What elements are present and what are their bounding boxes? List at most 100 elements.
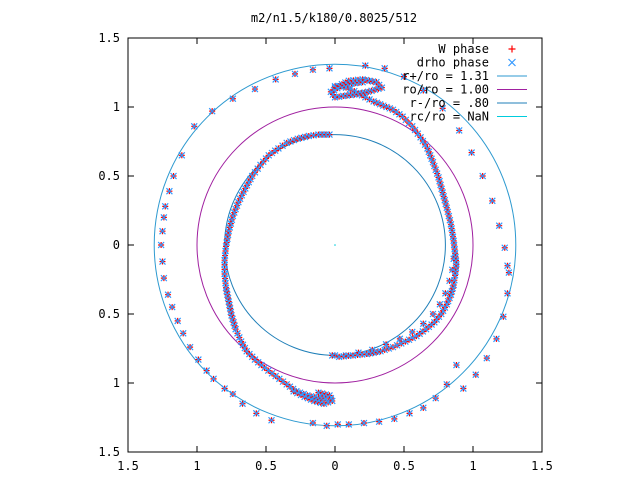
drho-phase-point bbox=[286, 138, 294, 145]
drho-phase-point bbox=[411, 126, 419, 134]
y-tick-label: 1.5 bbox=[98, 445, 120, 459]
drho-phase-point bbox=[453, 361, 460, 369]
drho-phase-point bbox=[360, 419, 368, 427]
drho-phase-point bbox=[326, 64, 333, 72]
drho-phase-point bbox=[432, 166, 440, 174]
drho-phase-point bbox=[283, 139, 291, 147]
legend-label: rc/ro = NaN bbox=[410, 110, 489, 124]
drho-phase-point bbox=[251, 85, 259, 93]
drho-phase-point bbox=[504, 289, 511, 297]
drho-phase-point bbox=[210, 375, 217, 383]
drho-phase-point bbox=[455, 127, 463, 134]
drho-phase-point bbox=[159, 227, 166, 235]
drho-phase-point bbox=[261, 364, 269, 372]
drho-phase-point bbox=[179, 329, 187, 337]
drho-phase-point bbox=[323, 422, 331, 430]
drho-phase-point bbox=[272, 75, 280, 83]
drho-phase-point bbox=[419, 87, 427, 94]
drho-phase-point bbox=[257, 161, 264, 169]
drho-phase-point bbox=[334, 420, 342, 428]
drho-phase-point bbox=[445, 212, 453, 220]
drho-phase-point bbox=[159, 258, 166, 265]
drho-phase-point bbox=[328, 351, 336, 359]
data-points bbox=[157, 62, 513, 430]
drho-phase-point bbox=[488, 197, 496, 205]
drho-phase-point bbox=[419, 320, 427, 328]
drho-phase-point bbox=[345, 420, 353, 428]
drho-phase-point bbox=[429, 158, 437, 166]
drho-phase-point bbox=[479, 172, 487, 180]
drho-phase-point bbox=[429, 310, 437, 318]
drho-phase-point bbox=[178, 151, 186, 159]
drho-phase-point bbox=[419, 404, 427, 412]
legend-marker-sample bbox=[508, 58, 516, 67]
drho-phase-point bbox=[294, 135, 302, 143]
legend-label: r-/ro = .80 bbox=[410, 96, 489, 110]
drho-phase-point bbox=[165, 187, 173, 195]
drho-phase-point bbox=[315, 389, 322, 397]
drho-phase-point bbox=[229, 95, 237, 103]
drho-phase-point bbox=[170, 172, 177, 180]
y-tick-label: 0.5 bbox=[98, 307, 120, 321]
drho-phase-point bbox=[472, 371, 480, 379]
circle-ro-ro bbox=[196, 106, 474, 384]
drho-phase-point bbox=[381, 346, 389, 354]
drho-phase-point bbox=[444, 208, 452, 216]
drho-phase-point bbox=[406, 409, 413, 417]
drho-phase-point bbox=[164, 291, 172, 299]
drho-phase-point bbox=[254, 165, 262, 173]
drho-phase-point bbox=[160, 213, 168, 221]
drho-phase-point bbox=[160, 274, 168, 282]
drho-phase-point bbox=[459, 385, 467, 392]
drho-phase-point bbox=[389, 343, 397, 351]
legend-label: drho phase bbox=[417, 56, 489, 70]
x-tick-label: 0.5 bbox=[393, 459, 415, 473]
drho-phase-point bbox=[272, 372, 280, 380]
legend-label: r+/ro = 1.31 bbox=[402, 69, 489, 83]
drho-phase-point bbox=[495, 222, 503, 230]
drho-phase-point bbox=[359, 78, 367, 86]
drho-phase-point bbox=[446, 216, 454, 224]
drho-phase-point bbox=[251, 168, 259, 176]
drho-phase-point bbox=[320, 400, 328, 408]
drho-phase-point bbox=[194, 356, 202, 363]
drho-phase-point bbox=[414, 130, 422, 138]
axes-group: 1.5 1 0.5 0 0.5 1 1.51.510.500.511.5 bbox=[98, 31, 553, 473]
drho-phase-point bbox=[375, 418, 383, 426]
y-tick-label: 1 bbox=[113, 100, 120, 114]
drho-phase-point bbox=[168, 303, 176, 311]
drho-phase-point bbox=[203, 367, 211, 375]
drho-phase-point bbox=[501, 244, 509, 252]
drho-phase-point bbox=[433, 170, 441, 178]
drho-phase-point bbox=[291, 70, 299, 78]
drho-phase-point bbox=[400, 73, 408, 81]
circle-r-ro bbox=[153, 63, 517, 427]
y-tick-label: 1 bbox=[113, 376, 120, 390]
drho-phase-point bbox=[268, 416, 275, 424]
drho-phase-point bbox=[468, 149, 476, 156]
drho-phase-point bbox=[279, 378, 287, 386]
legend-marker-sample bbox=[508, 45, 516, 53]
drho-phase-point bbox=[505, 269, 513, 277]
drho-phase-point bbox=[443, 204, 451, 212]
drho-phase-point bbox=[324, 398, 332, 406]
drho-phase-point bbox=[430, 162, 438, 170]
drho-phase-point bbox=[382, 340, 390, 348]
drho-phase-point bbox=[208, 107, 216, 115]
drho-phase-point bbox=[221, 385, 229, 392]
y-tick-label: 1.5 bbox=[98, 31, 120, 45]
x-tick-label: 0 bbox=[331, 459, 338, 473]
x-tick-label: 1.5 bbox=[531, 459, 553, 473]
x-tick-label: 1.5 bbox=[117, 459, 139, 473]
drho-phase-point bbox=[279, 142, 286, 150]
drho-phase-point bbox=[493, 335, 500, 343]
drho-phase-point bbox=[239, 400, 246, 408]
drho-phase-point bbox=[385, 345, 393, 352]
y-tick-label: 0.5 bbox=[98, 169, 120, 183]
drho-phase-point bbox=[432, 394, 440, 402]
drho-phase-point bbox=[309, 419, 317, 427]
drho-phase-point bbox=[290, 136, 298, 144]
